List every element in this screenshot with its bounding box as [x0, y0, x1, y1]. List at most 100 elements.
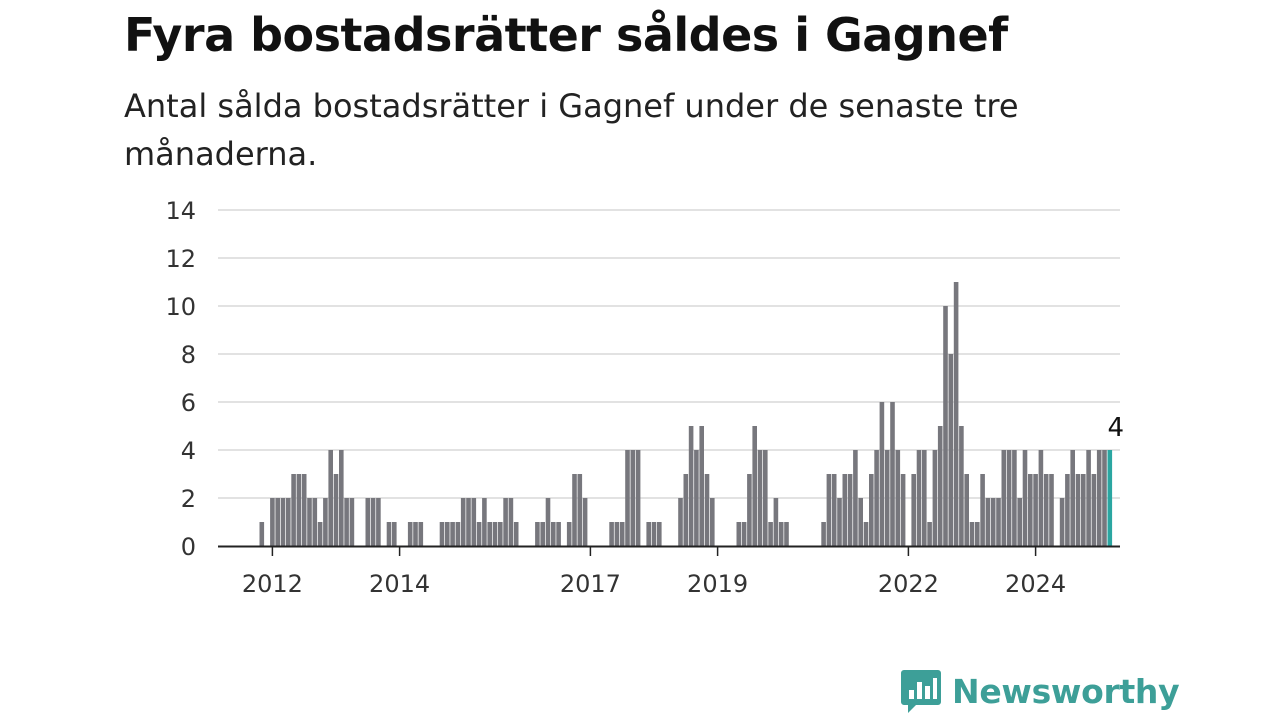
bar: [847, 474, 853, 546]
bar: [1081, 474, 1086, 546]
bar: [773, 498, 779, 546]
bar: [339, 450, 344, 546]
bar: [270, 498, 275, 546]
bar: [1043, 474, 1049, 546]
bar: [900, 474, 906, 546]
bar: [768, 522, 773, 546]
bar: [365, 498, 371, 546]
bar: [1070, 450, 1075, 546]
bars: [259, 282, 1113, 546]
bar: [704, 474, 710, 546]
bar: [445, 522, 450, 546]
bar: [418, 522, 424, 546]
bar: [651, 522, 657, 546]
bar: [953, 282, 959, 546]
bar: [460, 498, 466, 546]
y-tick-label: 4: [181, 437, 196, 465]
bar: [503, 498, 508, 546]
bar: [1033, 474, 1038, 546]
bar: [471, 498, 477, 546]
bar: [1049, 474, 1054, 546]
bar: [646, 522, 651, 546]
bar: [392, 522, 397, 546]
bar: [323, 498, 328, 546]
bar: [969, 522, 975, 546]
bar: [1102, 450, 1107, 546]
newsworthy-logo: Newsworthy: [900, 668, 1180, 714]
bar: [301, 474, 307, 546]
bar: [614, 522, 620, 546]
bar: [784, 522, 789, 546]
bar: [869, 474, 874, 546]
bar: [482, 498, 487, 546]
bar: [890, 402, 895, 546]
bar: [545, 498, 551, 546]
bar: [964, 474, 969, 546]
bar: [1059, 498, 1065, 546]
bar: [407, 522, 413, 546]
bar: [831, 474, 837, 546]
y-axis-ticks: 0 2 4 6 8 10 12 14: [165, 197, 196, 561]
bar: [450, 522, 455, 546]
bar: [328, 450, 333, 546]
bar: [556, 522, 561, 546]
grid-lines: [218, 209, 1120, 499]
bar: [874, 450, 879, 546]
bar: [344, 498, 349, 546]
bar: [275, 498, 280, 546]
bar: [609, 522, 614, 546]
bar: [476, 522, 482, 546]
bar: [487, 522, 492, 546]
bar: [286, 498, 291, 546]
bar: [736, 522, 742, 546]
bar: [821, 522, 826, 546]
bar: [842, 474, 848, 546]
bar: [778, 522, 784, 546]
bar: [757, 450, 763, 546]
y-tick-label: 8: [181, 341, 196, 369]
bar: [492, 522, 498, 546]
bar: [625, 450, 630, 546]
bar: [741, 522, 747, 546]
bar: [948, 354, 954, 546]
bar: [943, 306, 948, 546]
y-tick-label: 12: [165, 245, 196, 273]
bar: [895, 450, 901, 546]
bar-chart-speech-bubble-icon: [901, 670, 941, 713]
bar: [439, 522, 445, 546]
bar: [1012, 450, 1017, 546]
bar: [1017, 498, 1022, 546]
bar: [1001, 450, 1007, 546]
bar: [312, 498, 318, 546]
bar: [699, 426, 704, 546]
bar: [619, 522, 625, 546]
bar: [1091, 474, 1097, 546]
bar: [280, 498, 286, 546]
x-axis-ticks: 2012 2014 2017 2019 2022 2024: [242, 546, 1066, 598]
bar: [980, 474, 985, 546]
bar: [386, 522, 392, 546]
bar: [1096, 450, 1102, 546]
bar: [1028, 474, 1033, 546]
x-tick-label: 2024: [1005, 570, 1066, 598]
y-tick-label: 2: [181, 485, 196, 513]
bar: [884, 450, 890, 546]
bar: [1075, 474, 1081, 546]
bar: [1022, 450, 1028, 546]
bar: [879, 402, 885, 546]
bar: [678, 498, 683, 546]
bar: [455, 522, 461, 546]
x-tick-label: 2012: [242, 570, 303, 598]
bar: [630, 450, 636, 546]
bar: [985, 498, 991, 546]
bar: [535, 522, 540, 546]
bar: [370, 498, 376, 546]
bar: [763, 450, 768, 546]
y-tick-label: 10: [165, 293, 196, 321]
bar: [683, 474, 689, 546]
bar: [513, 522, 519, 546]
bar: [710, 498, 715, 546]
bar: [688, 426, 694, 546]
bar: [333, 474, 339, 546]
